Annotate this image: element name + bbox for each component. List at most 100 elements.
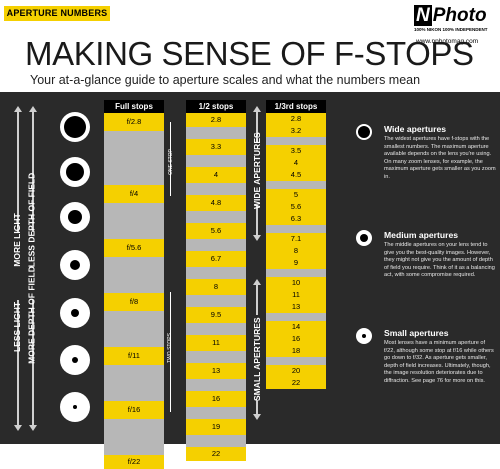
one-stop-label: ONE STOP [167,149,174,175]
aperture-icon [60,345,90,375]
cell: 16 [186,391,246,407]
wide-apertures-text: The widest apertures have f-stops with t… [384,136,496,180]
page-title: MAKING SENSE OF F-STOPS [25,35,474,72]
cell: 2.8 [186,113,246,127]
small-apertures-title: Small apertures [384,328,449,338]
cell [104,275,164,293]
less-light-label: LESS LIGHT [12,301,22,353]
cell: 3.2 [266,125,326,137]
one-stop-bracket [170,122,174,196]
cell: f/22 [104,455,164,469]
small-up-arrow [253,279,261,315]
cell [186,435,246,447]
cell: f/2.8 [104,113,164,131]
half-stops-header: 1/2 stops [186,100,246,113]
down-arrow-right [29,300,37,431]
cell: 13 [266,301,326,313]
full-stops-header: Full stops [104,100,164,113]
aperture-icon [356,328,372,344]
cell: 13 [186,363,246,379]
medium-apertures-title: Medium apertures [384,230,459,240]
cell [266,269,326,277]
full-stops-column: f/2.8 f/4 f/5.6 f/8 f/11 f/16 f/22 [104,113,164,469]
cell: 19 [186,419,246,435]
cell [104,365,164,383]
cell: 14 [266,321,326,333]
cell: 3.5 [266,145,326,157]
wide-up-arrow [253,106,261,142]
cell: 3.3 [186,139,246,155]
cell: 7.1 [266,233,326,245]
cell [186,155,246,167]
cell: 18 [266,345,326,357]
cell [104,203,164,221]
cell: 10 [266,277,326,289]
small-down-arrow [253,400,261,420]
cell [104,167,164,185]
page-subtitle: Your at-a-glance guide to aperture scale… [30,73,421,87]
cell [186,183,246,195]
aperture-icon [60,392,90,422]
two-stops-bracket [170,292,174,412]
cell [186,239,246,251]
wide-apertures-description: Wide apertures The widest apertures have… [372,124,496,181]
up-arrow-right [29,106,37,232]
cell [266,181,326,189]
cell [266,137,326,145]
more-dof-label: MORE DEPTH OF FIELD [26,266,37,364]
cell [186,127,246,139]
cell: f/8 [104,293,164,311]
cell: 4 [266,157,326,169]
cell: 8 [186,279,246,295]
cell [104,383,164,401]
aperture-icon [60,250,90,280]
small-apertures-label: SMALL APERTURES [252,317,262,401]
less-dof-label: LESS DEPTH OF FIELD [26,172,37,268]
cell [186,211,246,223]
cell: 20 [266,365,326,377]
cell [186,323,246,335]
aperture-icon [60,202,90,232]
down-arrow-left [14,300,22,431]
cell [266,225,326,233]
cell [104,419,164,437]
cell: 6.3 [266,213,326,225]
cell: 22 [266,377,326,389]
cell: 9 [266,257,326,269]
logo-tagline: 100% NIKON 100% INDEPENDENT [414,27,488,32]
cell: 2.8 [266,113,326,125]
medium-apertures-description: Medium apertures The middle apertures on… [372,230,496,280]
cell: 4 [186,167,246,183]
cell [104,329,164,347]
nphoto-logo: N Photo 100% NIKON 100% INDEPENDENT [414,5,496,36]
cell [104,311,164,329]
aperture-icon [60,112,90,142]
cell: 11 [266,289,326,301]
aperture-icon [60,298,90,328]
cell: 5.6 [186,223,246,239]
aperture-icon [356,230,372,246]
aperture-icon [60,157,90,187]
cell: f/4 [104,185,164,203]
cell: f/11 [104,347,164,365]
cell: f/16 [104,401,164,419]
more-light-label: MORE LIGHT [12,213,22,267]
third-stops-header: 1/3rd stops [266,100,326,113]
wide-apertures-title: Wide apertures [384,124,447,134]
cell: 11 [186,335,246,351]
up-arrow-left [14,106,22,232]
cell [104,149,164,167]
cell [104,437,164,455]
wide-down-arrow [253,205,261,241]
small-apertures-text: Most lenses have a minimum aperture of f… [384,340,494,384]
cell: 6.7 [186,251,246,267]
two-stops-label: TWO STOPS [166,333,173,363]
logo-url: www.nphotomag.com [416,38,479,45]
third-stops-column: 2.8 3.2 3.5 4 4.5 5 5.6 6.3 7.1 8 9 10 1… [266,113,326,389]
aperture-icon [356,124,372,140]
wide-apertures-label: WIDE APERTURES [252,132,262,209]
cell: 22 [186,447,246,461]
small-apertures-description: Small apertures Most lenses have a minim… [372,328,496,385]
cell [186,267,246,279]
cell: 9.5 [186,307,246,323]
